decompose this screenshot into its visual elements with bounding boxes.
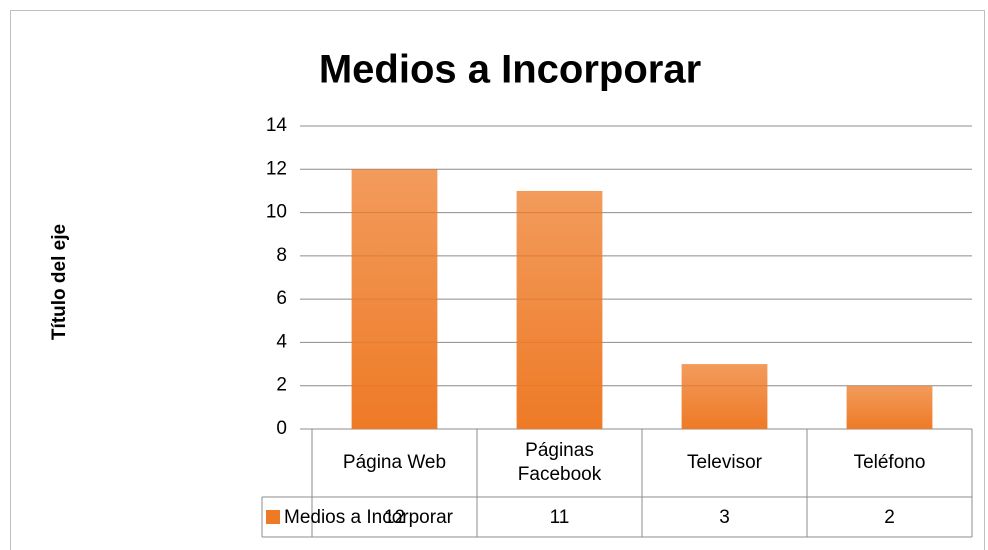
legend-swatch [266, 510, 280, 524]
legend-label: Medios a Incorporar [284, 507, 454, 528]
bar [846, 385, 933, 429]
category-cell: Televisor [642, 429, 807, 497]
x-tick-label: Televisor [687, 452, 762, 473]
category-cell: Teléfono [807, 429, 972, 497]
cell: Páginas Facebook [477, 429, 642, 497]
y-tick-label: 6 [276, 288, 287, 309]
y-tick-label: 4 [276, 331, 287, 352]
y-axis-title: Título del eje [49, 224, 70, 340]
table-value: 11 [550, 507, 570, 528]
y-tick-label: 14 [266, 115, 288, 136]
category-cell: Página Web [312, 429, 477, 497]
x-tick-label: Páginas Facebook [517, 440, 602, 485]
cell: Página Web [312, 429, 477, 497]
y-tick-label: 2 [276, 375, 287, 396]
table-value: 2 [884, 507, 895, 528]
y-tick-label: 8 [276, 245, 287, 266]
x-tick-label: Página Web [342, 452, 447, 473]
bar [681, 364, 768, 429]
table-value: 3 [719, 507, 730, 528]
y-tick-label: 10 [266, 202, 287, 223]
x-tick-label: Teléfono [853, 452, 926, 473]
y-tick-label: 12 [266, 158, 287, 179]
category-cell: Páginas Facebook [477, 429, 642, 497]
chart-border [10, 10, 985, 550]
bar [351, 169, 438, 430]
bar [516, 190, 603, 429]
y-tick-label: 0 [276, 418, 287, 439]
cell: Televisor [642, 429, 807, 497]
table-value: 12 [384, 507, 405, 528]
chart-title: Medios a Incorporar [319, 48, 701, 92]
cell: Teléfono [807, 429, 972, 497]
